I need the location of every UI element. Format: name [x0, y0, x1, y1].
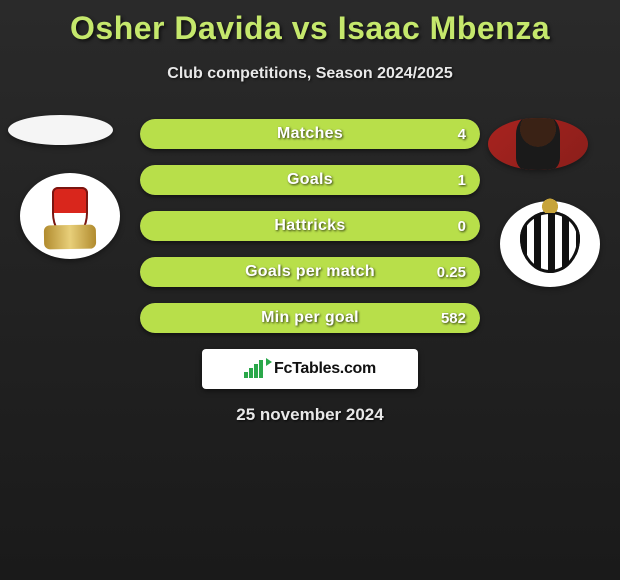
stat-value-right: 582: [441, 303, 466, 333]
brand-badge[interactable]: FcTables.com: [202, 349, 418, 389]
stat-value-right: 0.25: [437, 257, 466, 287]
stat-bar-gpm: Goals per match 0.25: [140, 257, 480, 287]
stat-bar-hattricks: Hattricks 0: [140, 211, 480, 241]
stat-value-right: 4: [458, 119, 466, 149]
footer-date: 25 november 2024: [0, 405, 620, 425]
brand-text: FcTables.com: [274, 360, 376, 378]
club-left-badge: [20, 173, 120, 259]
stat-bar-mpg: Min per goal 582: [140, 303, 480, 333]
stat-value-right: 0: [458, 211, 466, 241]
player-right-avatar: [488, 118, 588, 170]
page-title: Osher Davida vs Isaac Mbenza: [0, 0, 620, 47]
stat-bar-matches: Matches 4: [140, 119, 480, 149]
stat-value-right: 1: [458, 165, 466, 195]
stat-bar-goals: Goals 1: [140, 165, 480, 195]
club-right-badge: [500, 201, 600, 287]
stat-label: Goals: [140, 165, 480, 195]
stat-label: Hattricks: [140, 211, 480, 241]
stat-label: Min per goal: [140, 303, 480, 333]
player-left-avatar: [8, 115, 113, 145]
page-subtitle: Club competitions, Season 2024/2025: [0, 65, 620, 83]
stats-bars: Matches 4 Goals 1 Hattricks 0 Goals per …: [140, 119, 480, 349]
brand-bars-icon: [244, 360, 266, 378]
stat-label: Goals per match: [140, 257, 480, 287]
stat-label: Matches: [140, 119, 480, 149]
comparison-canvas: Matches 4 Goals 1 Hattricks 0 Goals per …: [0, 83, 620, 563]
